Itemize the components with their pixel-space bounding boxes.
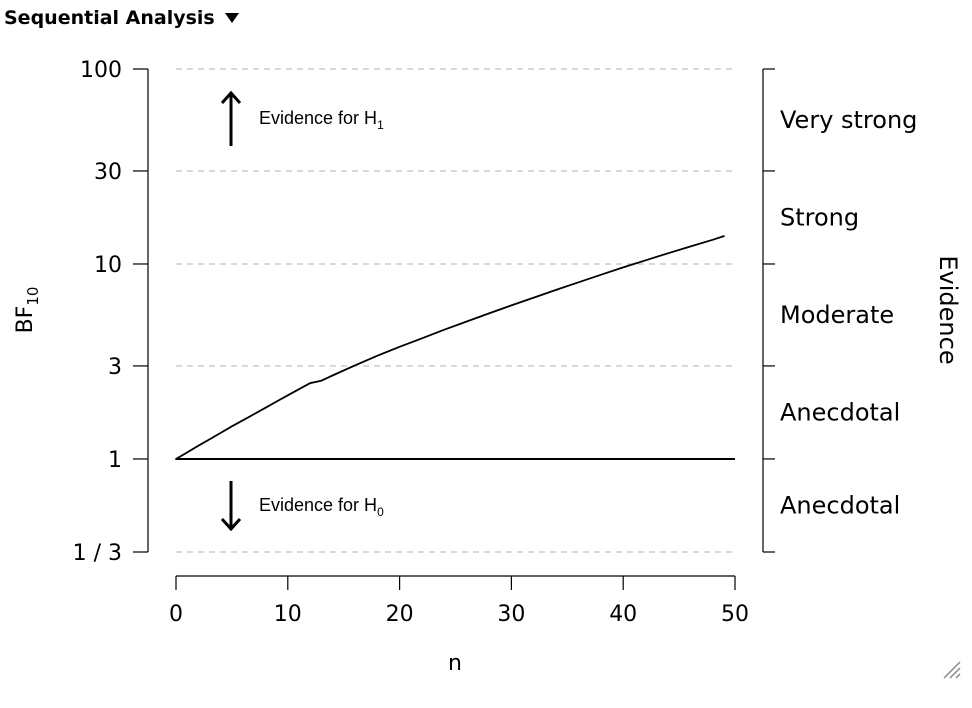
y-tick-label-0: 1 / 3: [73, 541, 122, 566]
x-tick-label-0: 0: [169, 602, 183, 627]
evidence-h0-label: Evidence for H0: [259, 495, 384, 519]
evidence-h1-label-main: Evidence for H: [259, 108, 377, 128]
y-tick-label-1: 1: [108, 448, 122, 473]
series-line-0: [175, 235, 725, 460]
evidence-category-1: Strong: [780, 203, 859, 231]
y-tick-label-5: 100: [80, 58, 122, 83]
x-tick-label-1: 10: [274, 602, 302, 627]
evidence-axis-title: Evidence: [934, 255, 962, 364]
y-tick-label-2: 3: [108, 355, 122, 380]
y-axis-label: BF10: [13, 287, 42, 334]
data-lines: [175, 235, 735, 460]
evidence-category-3: Anecdotal: [780, 398, 900, 426]
y-tick-label-4: 30: [94, 160, 122, 185]
y-axis-label-subscript: 10: [24, 287, 42, 306]
evidence-category-2: Moderate: [780, 301, 894, 329]
evidence-h1-label-subscript: 1: [377, 118, 384, 132]
section-title: Sequential Analysis: [4, 7, 215, 29]
evidence-h0-label-subscript: 0: [377, 505, 384, 519]
y-tick-label-3: 10: [94, 253, 122, 278]
evidence-h0-label-main: Evidence for H: [259, 495, 377, 515]
y-axis-label-main: BF: [13, 306, 38, 334]
arrow-up-icon-head: [220, 90, 242, 105]
evidence-category-4: Anecdotal: [780, 491, 900, 519]
arrow-up-icon: [220, 90, 242, 146]
section-header[interactable]: Sequential Analysis: [4, 4, 239, 32]
x-tick-label-2: 20: [386, 602, 414, 627]
resize-grip-icon[interactable]: [940, 658, 962, 680]
arrow-down-icon: [220, 481, 242, 532]
grid-lines: [176, 68, 735, 553]
evidence-h1-label: Evidence for H1: [259, 108, 384, 132]
x-tick-label-5: 50: [721, 602, 749, 627]
x-axis-label: n: [448, 651, 462, 676]
x-tick-label-4: 40: [609, 602, 637, 627]
evidence-category-0: Very strong: [780, 106, 917, 134]
evidence-axis: Very strong Strong Moderate Anecdotal Anecdo…: [762, 68, 962, 553]
caret-down-icon[interactable]: [224, 13, 239, 23]
arrow-down-icon-head: [220, 517, 242, 532]
x-tick-label-3: 30: [497, 602, 525, 627]
